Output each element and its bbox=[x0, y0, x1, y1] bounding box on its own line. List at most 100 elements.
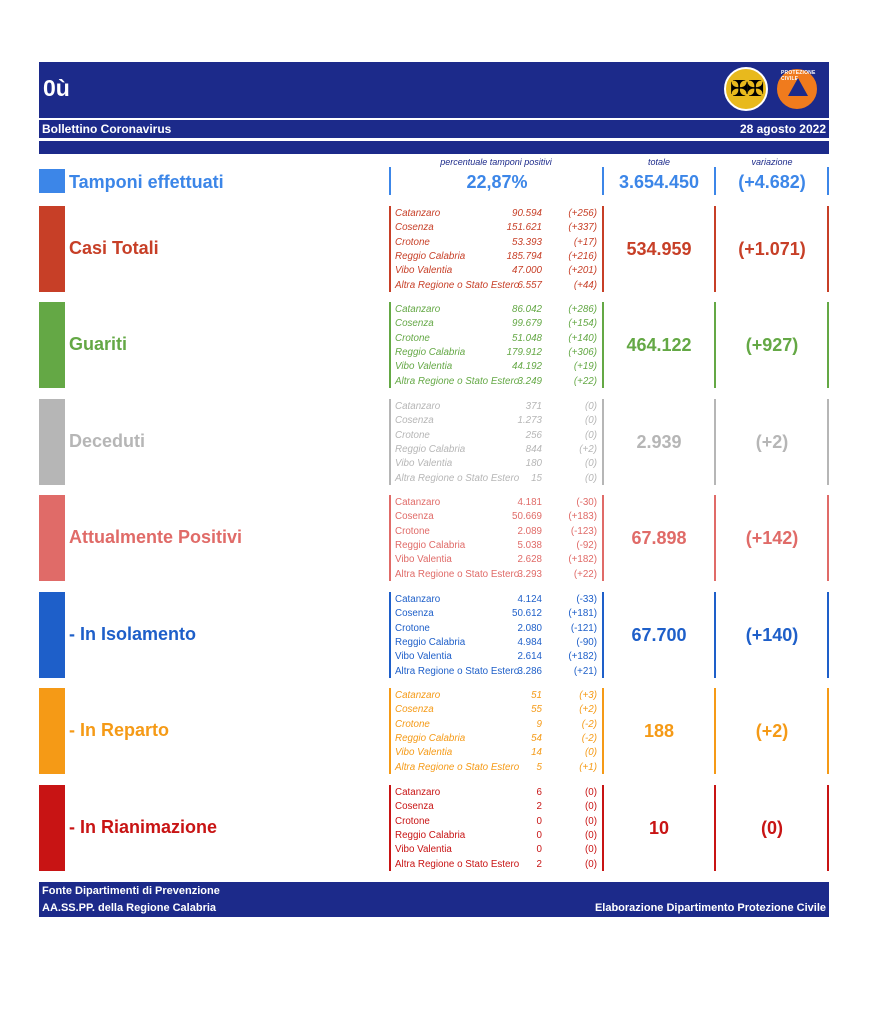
region-row: Vibo Valentia 180 (0) bbox=[395, 458, 597, 471]
separator bbox=[827, 167, 829, 195]
tamponi-label: Tamponi effettuati bbox=[69, 172, 224, 192]
region-name: Reggio Calabria bbox=[395, 443, 466, 455]
region-row: Reggio Calabria 185.794 (+216) bbox=[395, 251, 597, 264]
region-row: Catanzaro 4.181 (-30) bbox=[395, 497, 597, 510]
region-change: (0) bbox=[585, 458, 597, 470]
region-value: 4.984 bbox=[517, 636, 542, 648]
region-name: Cosenza bbox=[395, 415, 434, 427]
region-row: Altra Regione o Stato Estero 3.293 (+22) bbox=[395, 569, 597, 582]
region-change: (+2) bbox=[579, 704, 597, 716]
region-name: Altra Regione o Stato Estero bbox=[395, 472, 520, 484]
region-name: Crotone bbox=[395, 815, 430, 827]
region-row: Altra Regione o Stato Estero 3.286 (+21) bbox=[395, 666, 597, 679]
region-value: 185.794 bbox=[506, 250, 542, 262]
region-change: (+216) bbox=[568, 250, 597, 262]
region-value: 0 bbox=[536, 829, 542, 841]
block-change: (+1.071) bbox=[738, 239, 806, 259]
region-value: 9 bbox=[536, 718, 542, 730]
region-value: 6 bbox=[536, 787, 542, 798]
region-logo: ✠ ✠ bbox=[724, 67, 768, 111]
region-name: Crotone bbox=[395, 236, 430, 248]
region-change: (+22) bbox=[573, 568, 597, 580]
region-value: 14 bbox=[531, 747, 542, 759]
region-row: Reggio Calabria 179.912 (+306) bbox=[395, 347, 597, 360]
region-value: 2.614 bbox=[517, 651, 542, 663]
region-row: Crotone 0 (0) bbox=[395, 816, 597, 829]
separator bbox=[827, 206, 829, 292]
region-value: 54 bbox=[531, 732, 542, 744]
region-row: Catanzaro 90.594 (+256) bbox=[395, 208, 597, 221]
block-label: Guariti bbox=[69, 334, 128, 354]
separator bbox=[389, 785, 391, 871]
region-row: Cosenza 50.669 (+183) bbox=[395, 511, 597, 524]
region-row: Catanzaro 51 (+3) bbox=[395, 690, 597, 703]
separator bbox=[714, 167, 716, 195]
separator bbox=[827, 399, 829, 485]
block-change: (+142) bbox=[745, 528, 799, 548]
block-color-bar bbox=[39, 399, 65, 485]
region-row: Reggio Calabria 54 (-2) bbox=[395, 733, 597, 746]
separator bbox=[602, 206, 604, 292]
separator bbox=[389, 399, 391, 485]
region-name: Crotone bbox=[395, 622, 430, 634]
block-change: (+2) bbox=[755, 721, 789, 741]
title-bar: Bollettino Coronavirus 28 agosto 2022 bbox=[39, 120, 829, 138]
region-change: (-33) bbox=[576, 594, 597, 605]
region-row: Cosenza 99.679 (+154) bbox=[395, 318, 597, 331]
separator bbox=[827, 495, 829, 581]
region-name: Cosenza bbox=[395, 801, 434, 813]
region-change: (+256) bbox=[568, 208, 597, 219]
region-value: 2.089 bbox=[517, 525, 542, 537]
region-name: Cosenza bbox=[395, 704, 434, 716]
region-value: 3.293 bbox=[517, 568, 542, 580]
footer-source-line2: AA.SS.PP. della Regione Calabria bbox=[42, 902, 217, 914]
region-name: Altra Regione o Stato Estero bbox=[395, 761, 520, 773]
separator bbox=[714, 592, 716, 678]
header-code: 0ù bbox=[43, 75, 70, 101]
region-name: Vibo Valentia bbox=[395, 554, 452, 566]
region-change: (-92) bbox=[576, 539, 597, 551]
region-value: 51.048 bbox=[512, 332, 542, 344]
block-color-bar bbox=[39, 206, 65, 292]
region-value: 0 bbox=[536, 815, 542, 827]
region-change: (+22) bbox=[573, 375, 597, 387]
region-name: Vibo Valentia bbox=[395, 844, 452, 856]
separator bbox=[389, 688, 391, 774]
block-change: (0) bbox=[761, 818, 783, 838]
region-change: (0) bbox=[585, 858, 597, 870]
block-color-bar bbox=[39, 592, 65, 678]
region-row: Reggio Calabria 0 (0) bbox=[395, 830, 597, 843]
separator bbox=[602, 688, 604, 774]
region-name: Crotone bbox=[395, 525, 430, 537]
region-value: 4.124 bbox=[517, 594, 542, 605]
region-name: Crotone bbox=[395, 332, 430, 344]
region-name: Crotone bbox=[395, 718, 430, 730]
block-label: Attualmente Positivi bbox=[69, 527, 243, 547]
block-color-bar bbox=[39, 785, 65, 871]
region-name: Cosenza bbox=[395, 511, 434, 523]
region-name: Vibo Valentia bbox=[395, 651, 452, 663]
region-change: (0) bbox=[585, 829, 597, 841]
region-row: Crotone 9 (-2) bbox=[395, 719, 597, 732]
separator bbox=[602, 167, 604, 195]
region-value: 44.192 bbox=[512, 361, 542, 373]
region-value: 47.000 bbox=[512, 265, 542, 277]
separator bbox=[827, 785, 829, 871]
region-name: Catanzaro bbox=[395, 497, 441, 508]
region-row: Catanzaro 371 (0) bbox=[395, 401, 597, 414]
region-value: 15 bbox=[531, 472, 542, 484]
block-total: 10 bbox=[648, 818, 670, 838]
region-row: Cosenza 151.621 (+337) bbox=[395, 222, 597, 235]
region-value: 50.669 bbox=[512, 511, 542, 523]
region-row: Catanzaro 4.124 (-33) bbox=[395, 594, 597, 607]
region-value: 5.038 bbox=[517, 539, 542, 551]
region-row: Vibo Valentia 0 (0) bbox=[395, 844, 597, 857]
region-row: Altra Regione o Stato Estero 15 (0) bbox=[395, 473, 597, 486]
region-name: Catanzaro bbox=[395, 304, 441, 315]
region-value: 371 bbox=[525, 401, 542, 412]
footer-source-line1: Fonte Dipartimenti di Prevenzione bbox=[42, 885, 220, 897]
separator bbox=[389, 302, 391, 388]
block-total: 464.122 bbox=[626, 335, 692, 355]
block-total: 67.898 bbox=[631, 528, 687, 548]
region-value: 2.628 bbox=[517, 554, 542, 566]
